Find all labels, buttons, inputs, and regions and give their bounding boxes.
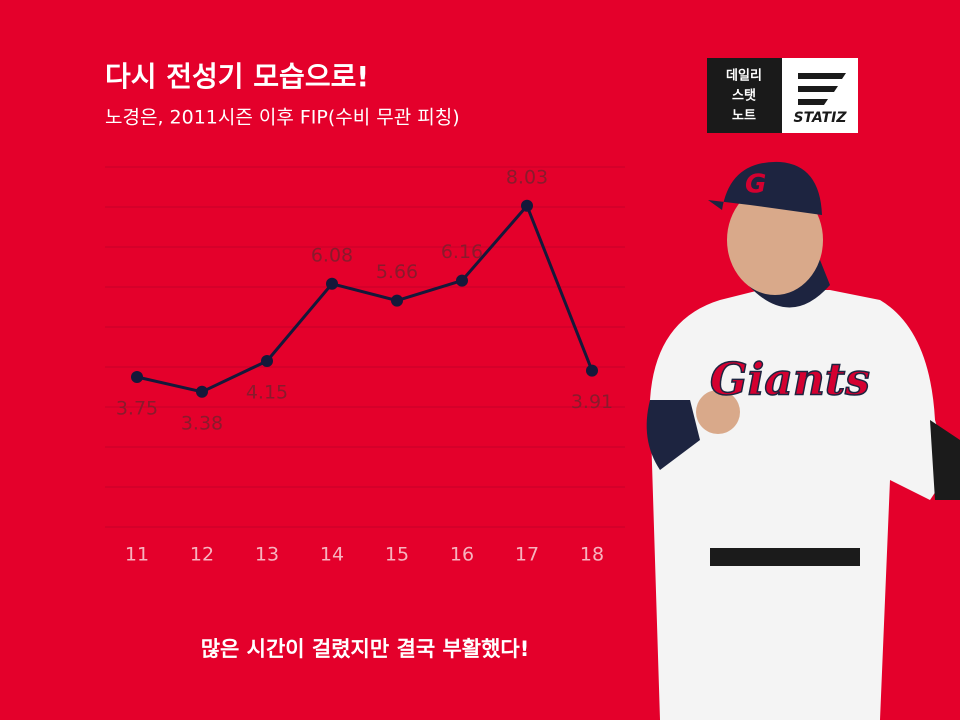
- marker: [391, 294, 403, 307]
- x-tick-label: 12: [190, 544, 214, 566]
- data-label: 8.03: [506, 166, 548, 188]
- logo: 데일리 스탯 노트 STATIZ: [707, 58, 858, 133]
- data-label: 4.15: [246, 382, 288, 404]
- logo-line: 스탯: [732, 88, 756, 104]
- x-tick-label: 16: [450, 544, 474, 566]
- marker: [521, 199, 533, 212]
- chart-title: 다시 전성기 모습으로!: [105, 60, 369, 93]
- data-label: 6.08: [311, 244, 353, 266]
- marker: [131, 371, 143, 383]
- jersey-text: Giants: [710, 355, 870, 406]
- marker: [261, 355, 273, 367]
- logo-line: 노트: [732, 109, 756, 124]
- x-tick-label: 15: [385, 544, 409, 566]
- marker: [196, 385, 208, 398]
- x-tick-label: 17: [515, 544, 539, 566]
- marker: [456, 274, 468, 287]
- logo-line: 데일리: [726, 68, 762, 84]
- svg-text:G: G: [745, 170, 766, 200]
- data-label: 3.75: [116, 398, 158, 420]
- x-tick-label: 18: [580, 544, 604, 566]
- data-label: 3.38: [181, 412, 223, 434]
- logo-name: STATIZ: [794, 110, 848, 126]
- line: [136, 202, 594, 394]
- data-label: 3.91: [571, 391, 613, 413]
- marker: [326, 277, 338, 290]
- chart-subtitle: 노경은, 2011시즌 이후 FIP(수비 무관 피칭): [105, 107, 460, 129]
- x-tick-label: 13: [255, 544, 279, 566]
- x-tick-label: 11: [125, 544, 149, 566]
- data-label: 6.16: [441, 241, 483, 263]
- x-tick-label: 14: [320, 544, 344, 566]
- annotation: 많은 시간이 걸렸지만 결국 부활했다!: [201, 637, 530, 661]
- player-photo: G Giants: [646, 161, 960, 720]
- data-label: 5.66: [376, 261, 418, 283]
- marker: [586, 364, 598, 377]
